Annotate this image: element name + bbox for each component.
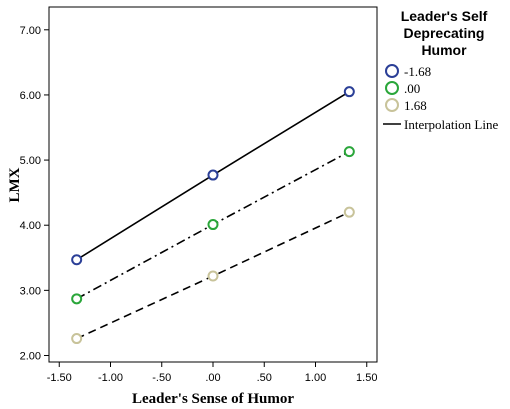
x-tick-label: 1.00 — [305, 372, 326, 384]
x-tick-label: -1.50 — [47, 372, 72, 384]
x-axis: -1.50 -1.00 -.50 .00 .50 1.00 1.50 — [47, 362, 377, 384]
legend-marker — [385, 98, 399, 112]
data-point — [71, 333, 83, 345]
legend-label: -1.68 — [404, 64, 431, 79]
legend-title-line: Leader's Self — [401, 8, 488, 24]
y-tick-label: 5.00 — [20, 155, 41, 167]
x-axis-title: Leader's Sense of Humor — [132, 391, 294, 407]
plot-area: 2.00 3.00 4.00 5.00 6.00 7.00 -1.50 -1.00 -.50.… — [20, 6, 378, 384]
legend-title-line: Humor — [421, 42, 467, 58]
y-tick-label: 3.00 — [20, 285, 41, 297]
series-lines — [76, 90, 350, 340]
y-tick-label: 6.00 — [20, 90, 41, 102]
data-point — [343, 86, 355, 98]
legend-interpolation-label: Interpolation Line — [404, 117, 498, 132]
y-tick-label: 7.00 — [20, 25, 41, 37]
data-point — [343, 146, 355, 158]
data-point — [207, 219, 219, 231]
x-tick-label: .00 — [205, 372, 220, 384]
x-tick-label: -.50 — [152, 372, 171, 384]
data-point — [71, 293, 83, 305]
legend-title-line: Deprecating — [404, 25, 485, 41]
data-point — [207, 270, 219, 282]
y-tick-label: 2.00 — [20, 350, 41, 362]
y-axis-title: LMX — [7, 167, 23, 202]
x-tick-label: 1.50 — [356, 372, 377, 384]
legend-marker — [385, 81, 399, 95]
x-tick-label: -1.00 — [98, 372, 123, 384]
plot-frame — [48, 6, 378, 363]
data-point — [343, 206, 355, 218]
legend-marker — [385, 64, 399, 78]
y-axis: 2.00 3.00 4.00 5.00 6.00 7.00 — [20, 25, 49, 362]
x-tick-label: .50 — [257, 372, 272, 384]
series-points — [71, 86, 355, 345]
y-tick-label: 4.00 — [20, 220, 41, 232]
legend-label: .00 — [404, 81, 420, 96]
data-point — [207, 169, 219, 181]
legend-label: 1.68 — [404, 98, 427, 113]
data-point — [71, 254, 83, 266]
